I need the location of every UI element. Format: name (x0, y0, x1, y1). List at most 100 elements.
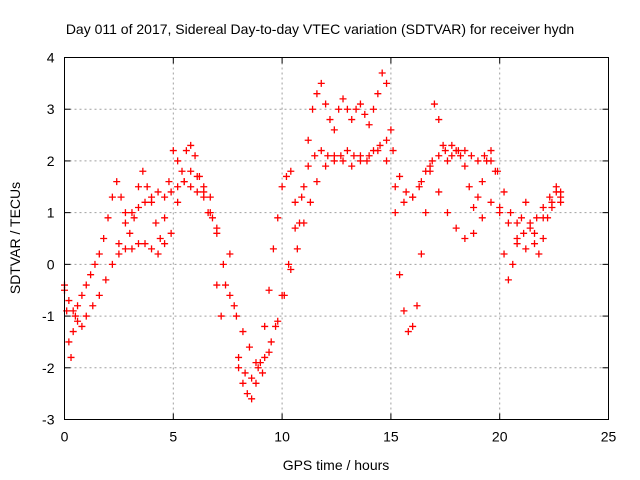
data-point (161, 240, 169, 248)
data-point (82, 312, 90, 320)
data-point (226, 291, 234, 299)
data-point (130, 214, 138, 222)
data-point (235, 364, 243, 372)
data-point (430, 100, 438, 108)
data-point (443, 209, 451, 217)
data-point (89, 302, 97, 310)
data-point (200, 188, 208, 196)
data-point (191, 152, 199, 160)
data-point (78, 291, 86, 299)
data-point (174, 198, 182, 206)
data-point (326, 116, 334, 124)
data-point (182, 147, 190, 155)
data-point (470, 203, 478, 211)
data-point (383, 79, 391, 87)
data-point (67, 353, 75, 361)
data-point (400, 307, 408, 315)
data-point (300, 183, 308, 191)
data-point (278, 183, 286, 191)
data-point (480, 152, 488, 160)
data-point (478, 214, 486, 222)
data-point (539, 214, 547, 222)
data-point (265, 286, 273, 294)
data-point (128, 245, 136, 253)
data-point (494, 167, 502, 175)
data-point (213, 224, 221, 232)
data-point (128, 209, 136, 217)
data-point (311, 152, 319, 160)
data-point (369, 105, 377, 113)
data-point (383, 157, 391, 165)
data-point (513, 219, 521, 227)
data-point (317, 79, 325, 87)
data-point (546, 193, 554, 201)
data-point (219, 260, 227, 268)
data-points (61, 69, 565, 403)
data-point (470, 229, 478, 237)
data-point (280, 291, 288, 299)
data-point (391, 209, 399, 217)
data-point (487, 147, 495, 155)
data-point (343, 147, 351, 155)
data-point (504, 219, 512, 227)
data-point (152, 219, 160, 227)
data-point (69, 307, 77, 315)
data-point (78, 322, 86, 330)
data-point (402, 188, 410, 196)
data-point (417, 250, 425, 258)
data-point (121, 219, 129, 227)
data-point (265, 348, 273, 356)
data-point (356, 100, 364, 108)
data-point (500, 250, 508, 258)
data-point (165, 178, 173, 186)
data-point (108, 193, 116, 201)
data-point (363, 157, 371, 165)
data-point (443, 157, 451, 165)
data-point (178, 167, 186, 175)
data-point (108, 260, 116, 268)
data-point (252, 359, 260, 367)
data-point (91, 260, 99, 268)
data-point (148, 245, 156, 253)
y-tick-label: -3 (42, 412, 55, 428)
data-point (448, 141, 456, 149)
x-tick-label: 0 (61, 429, 69, 445)
y-tick-label: 2 (47, 153, 55, 169)
data-point (121, 209, 129, 217)
data-point (509, 260, 517, 268)
data-point (365, 152, 373, 160)
data-point (435, 188, 443, 196)
y-tick-label: 1 (47, 205, 55, 221)
data-point (230, 302, 238, 310)
data-point (531, 240, 539, 248)
plot-frame (64, 57, 609, 420)
data-point (522, 245, 530, 253)
data-point (504, 276, 512, 284)
data-point (396, 172, 404, 180)
x-tick-label: 15 (383, 429, 399, 445)
data-point (143, 183, 151, 191)
data-point (548, 203, 556, 211)
data-point (65, 297, 73, 305)
data-point (448, 152, 456, 160)
data-point (461, 162, 469, 170)
data-point (500, 188, 508, 196)
data-point (389, 147, 397, 155)
data-point (339, 95, 347, 103)
data-point (539, 203, 547, 211)
data-point (167, 229, 175, 237)
data-point (415, 183, 423, 191)
data-point (193, 172, 201, 180)
data-point (161, 193, 169, 201)
data-point (531, 229, 539, 237)
data-point (313, 178, 321, 186)
data-point (115, 250, 123, 258)
data-point (121, 245, 129, 253)
data-point (435, 152, 443, 160)
data-point (304, 162, 312, 170)
data-point (526, 224, 534, 232)
data-point (180, 178, 188, 186)
data-point (134, 183, 142, 191)
data-point (361, 110, 369, 118)
